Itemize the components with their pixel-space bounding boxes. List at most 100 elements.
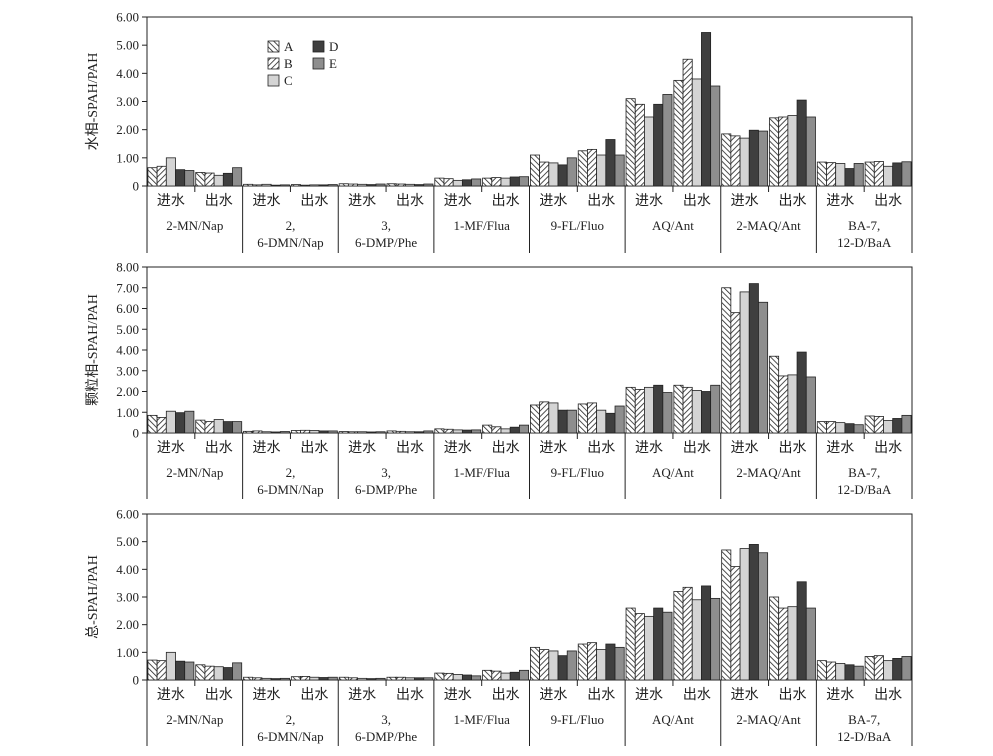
bar-A	[147, 167, 158, 187]
bar-C	[404, 183, 415, 187]
bar-C	[835, 663, 846, 681]
bar-C	[739, 291, 750, 434]
bar-D	[748, 283, 759, 434]
bar-D	[509, 176, 520, 187]
bar-E	[710, 384, 721, 434]
bar-D	[222, 172, 233, 187]
bar-B	[873, 161, 884, 187]
bar-B	[443, 672, 454, 681]
group-label: BA-7, 12-D/BaA	[837, 712, 892, 744]
bar-E	[375, 183, 386, 187]
subcategory-label: 出水	[683, 440, 711, 456]
bar-C	[261, 183, 272, 187]
bar-D	[701, 391, 712, 434]
bar-B	[300, 184, 311, 187]
y-tick-label: 0	[133, 179, 140, 194]
group-label: 1-MF/Flua	[454, 218, 511, 233]
bar-D	[844, 168, 855, 187]
bar-D	[796, 351, 807, 434]
bar-C	[787, 606, 798, 681]
bar-C	[309, 184, 320, 187]
bar-B	[587, 148, 598, 187]
bar-C	[548, 402, 559, 434]
bar-A	[769, 117, 780, 187]
y-tick-label: 2.00	[116, 617, 139, 632]
bar-E	[662, 392, 673, 434]
bar-A	[195, 664, 206, 681]
bar-C	[213, 666, 224, 681]
bar-D	[748, 544, 759, 681]
bar-D	[557, 655, 568, 681]
bar-E	[566, 650, 577, 681]
bar-C	[357, 677, 368, 681]
bar-D	[366, 184, 377, 187]
bar-B	[778, 375, 789, 434]
subcategory-label: 出水	[205, 193, 233, 209]
bar-C	[548, 162, 559, 187]
bar-A	[482, 669, 493, 681]
bar-A	[147, 659, 158, 681]
bar-C	[835, 422, 846, 434]
group-label: 3, 6-DMP/Phe	[355, 218, 417, 250]
bar-A	[195, 419, 206, 434]
bar-B	[730, 135, 741, 187]
bar-A	[816, 161, 827, 187]
bar-D	[461, 429, 472, 434]
bar-E	[758, 552, 769, 681]
bar-C	[691, 599, 702, 681]
bar-D	[892, 418, 903, 434]
bar-A	[338, 431, 349, 434]
bar-D	[748, 129, 759, 187]
y-tick-label: 7.00	[116, 280, 139, 295]
bar-B	[204, 172, 215, 187]
bar-E	[710, 597, 721, 681]
legend-swatch-A	[267, 40, 280, 53]
bar-C	[309, 676, 320, 681]
subcategory-label: 出水	[300, 193, 328, 209]
subcategory-label: 进水	[348, 440, 376, 456]
group-label: 2-MAQ/Ant	[736, 218, 801, 233]
y-tick-label: 5.00	[116, 534, 139, 549]
bar-D	[892, 162, 903, 187]
bar-A	[530, 404, 541, 434]
bar-B	[252, 184, 263, 187]
y-tick-label: 3.00	[116, 590, 139, 605]
bar-E	[327, 676, 338, 681]
subcategory-label: 进水	[539, 687, 567, 703]
subcategory-label: 出水	[492, 687, 520, 703]
bar-A	[721, 549, 732, 681]
legend-label-A: A	[284, 39, 294, 54]
bar-C	[261, 677, 272, 681]
bar-B	[778, 116, 789, 187]
group-label: 2-MN/Nap	[166, 465, 223, 480]
group-label: 9-FL/Fluo	[551, 712, 604, 727]
bar-E	[901, 414, 912, 434]
subcategory-label: 进水	[444, 440, 472, 456]
bar-B	[443, 428, 454, 434]
bar-E	[518, 424, 529, 434]
y-tick-label: 3.00	[116, 363, 139, 378]
bar-E	[279, 677, 290, 681]
bar-E	[662, 94, 673, 187]
bar-D	[318, 677, 329, 681]
bar-C	[500, 428, 511, 434]
bar-D	[605, 643, 616, 681]
bar-B	[395, 183, 406, 187]
bar-E	[901, 656, 912, 681]
bar-B	[539, 649, 550, 681]
bar-C	[309, 430, 320, 434]
bar-D	[509, 426, 520, 434]
y-tick-label: 8.00	[116, 260, 139, 275]
subcategory-label: 出水	[396, 440, 424, 456]
subcategory-label: 进水	[348, 193, 376, 209]
subcategory-label: 进水	[157, 193, 185, 209]
legend-swatch-D	[312, 40, 325, 53]
bar-A	[577, 403, 588, 434]
y-tick-label: 5.00	[116, 38, 139, 53]
y-axis-label: 颗粒相-SPAH/PAH	[85, 294, 101, 406]
bar-A	[769, 355, 780, 434]
bar-D	[653, 607, 664, 681]
bar-B	[539, 161, 550, 187]
bar-A	[147, 414, 158, 434]
bar-B	[730, 312, 741, 434]
